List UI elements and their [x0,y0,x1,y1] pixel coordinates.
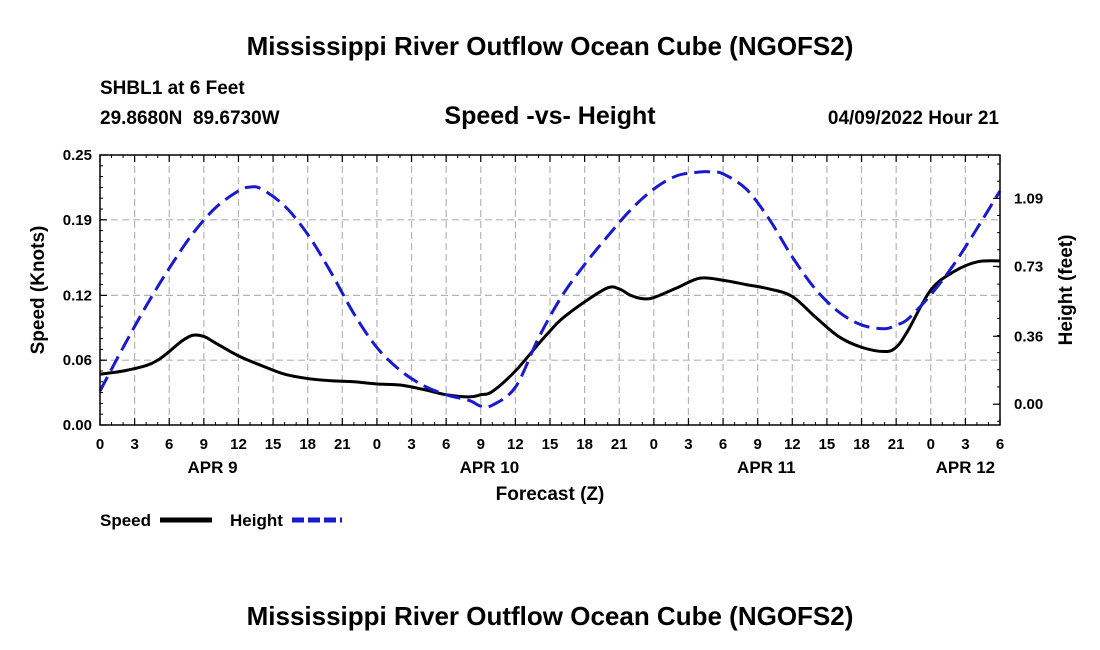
next-chart-title: Mississippi River Outflow Ocean Cube (NG… [247,601,854,631]
y2-tick-label: 0.73 [1014,258,1043,275]
x-tick-label: 0 [96,436,104,453]
x-tick-label: 0 [373,436,381,453]
x-tick-label: 3 [961,436,969,453]
x-axis-title: Forecast (Z) [496,484,605,505]
y2-tick-label: 1.09 [1014,190,1043,207]
y-axis-title: Speed (Knots) [28,226,49,355]
x-tick-label: 9 [754,436,762,453]
x-tick-label: 15 [542,436,559,453]
chart-subtitle: Speed -vs- Height [444,102,656,130]
x-tick-label: 6 [442,436,450,453]
day-label: APR 11 [737,458,796,477]
y-tick-label: 0.25 [63,147,92,164]
y-tick-label: 0.12 [63,287,92,304]
day-label: APR 12 [936,458,996,477]
x-tick-label: 15 [819,436,836,453]
x-tick-label: 9 [200,436,208,453]
speed-series-line [99,259,1001,399]
x-tick-label: 15 [265,436,282,453]
x-tick-label: 0 [650,436,658,453]
tick-labels: 0 3 6 9 12 15 18 21 0 3 6 9 12 15 18 21 0 3 6 9 12 15 18 21 0 3 6A… [63,147,1043,477]
x-tick-label: 21 [888,436,905,453]
y2-tick-label: 0.36 [1014,328,1043,345]
x-tick-label: 0 [927,436,935,453]
height-series-line [98,170,1002,409]
x-tick-label: 18 [853,436,870,453]
x-tick-label: 6 [719,436,727,453]
y-tick-label: 0.06 [63,352,92,369]
station-coords: 29.8680N 89.6730W [100,108,280,129]
day-label: APR 10 [460,458,520,477]
x-tick-label: 3 [130,436,138,453]
legend-speed-label: Speed [100,511,151,530]
y-tick-label: 0.00 [63,417,92,434]
data-series [98,170,1002,409]
legend-height-label: Height [230,511,283,530]
plot-frame [99,154,1001,426]
y2-axis-title: Height (feet) [1056,235,1077,346]
x-tick-label: 21 [334,436,351,453]
legend: Speed Height [100,511,342,530]
x-tick-label: 12 [784,436,801,453]
x-tick-label: 6 [165,436,173,453]
forecast-date: 04/09/2022 Hour 21 [828,108,1000,129]
x-tick-label: 3 [407,436,415,453]
day-label: APR 9 [187,458,237,477]
y-tick-label: 0.19 [63,212,92,229]
x-tick-label: 12 [507,436,524,453]
y2-tick-label: 0.00 [1014,396,1043,413]
x-tick-label: 3 [684,436,692,453]
x-tick-label: 6 [996,436,1004,453]
x-tick-label: 12 [230,436,247,453]
x-tick-label: 18 [299,436,316,453]
x-tick-label: 9 [477,436,485,453]
x-tick-label: 21 [611,436,628,453]
chart-main-title: Mississippi River Outflow Ocean Cube (NG… [247,31,854,61]
grid-lines [100,155,1000,425]
station-label: SHBL1 at 6 Feet [100,78,245,99]
x-tick-label: 18 [576,436,593,453]
